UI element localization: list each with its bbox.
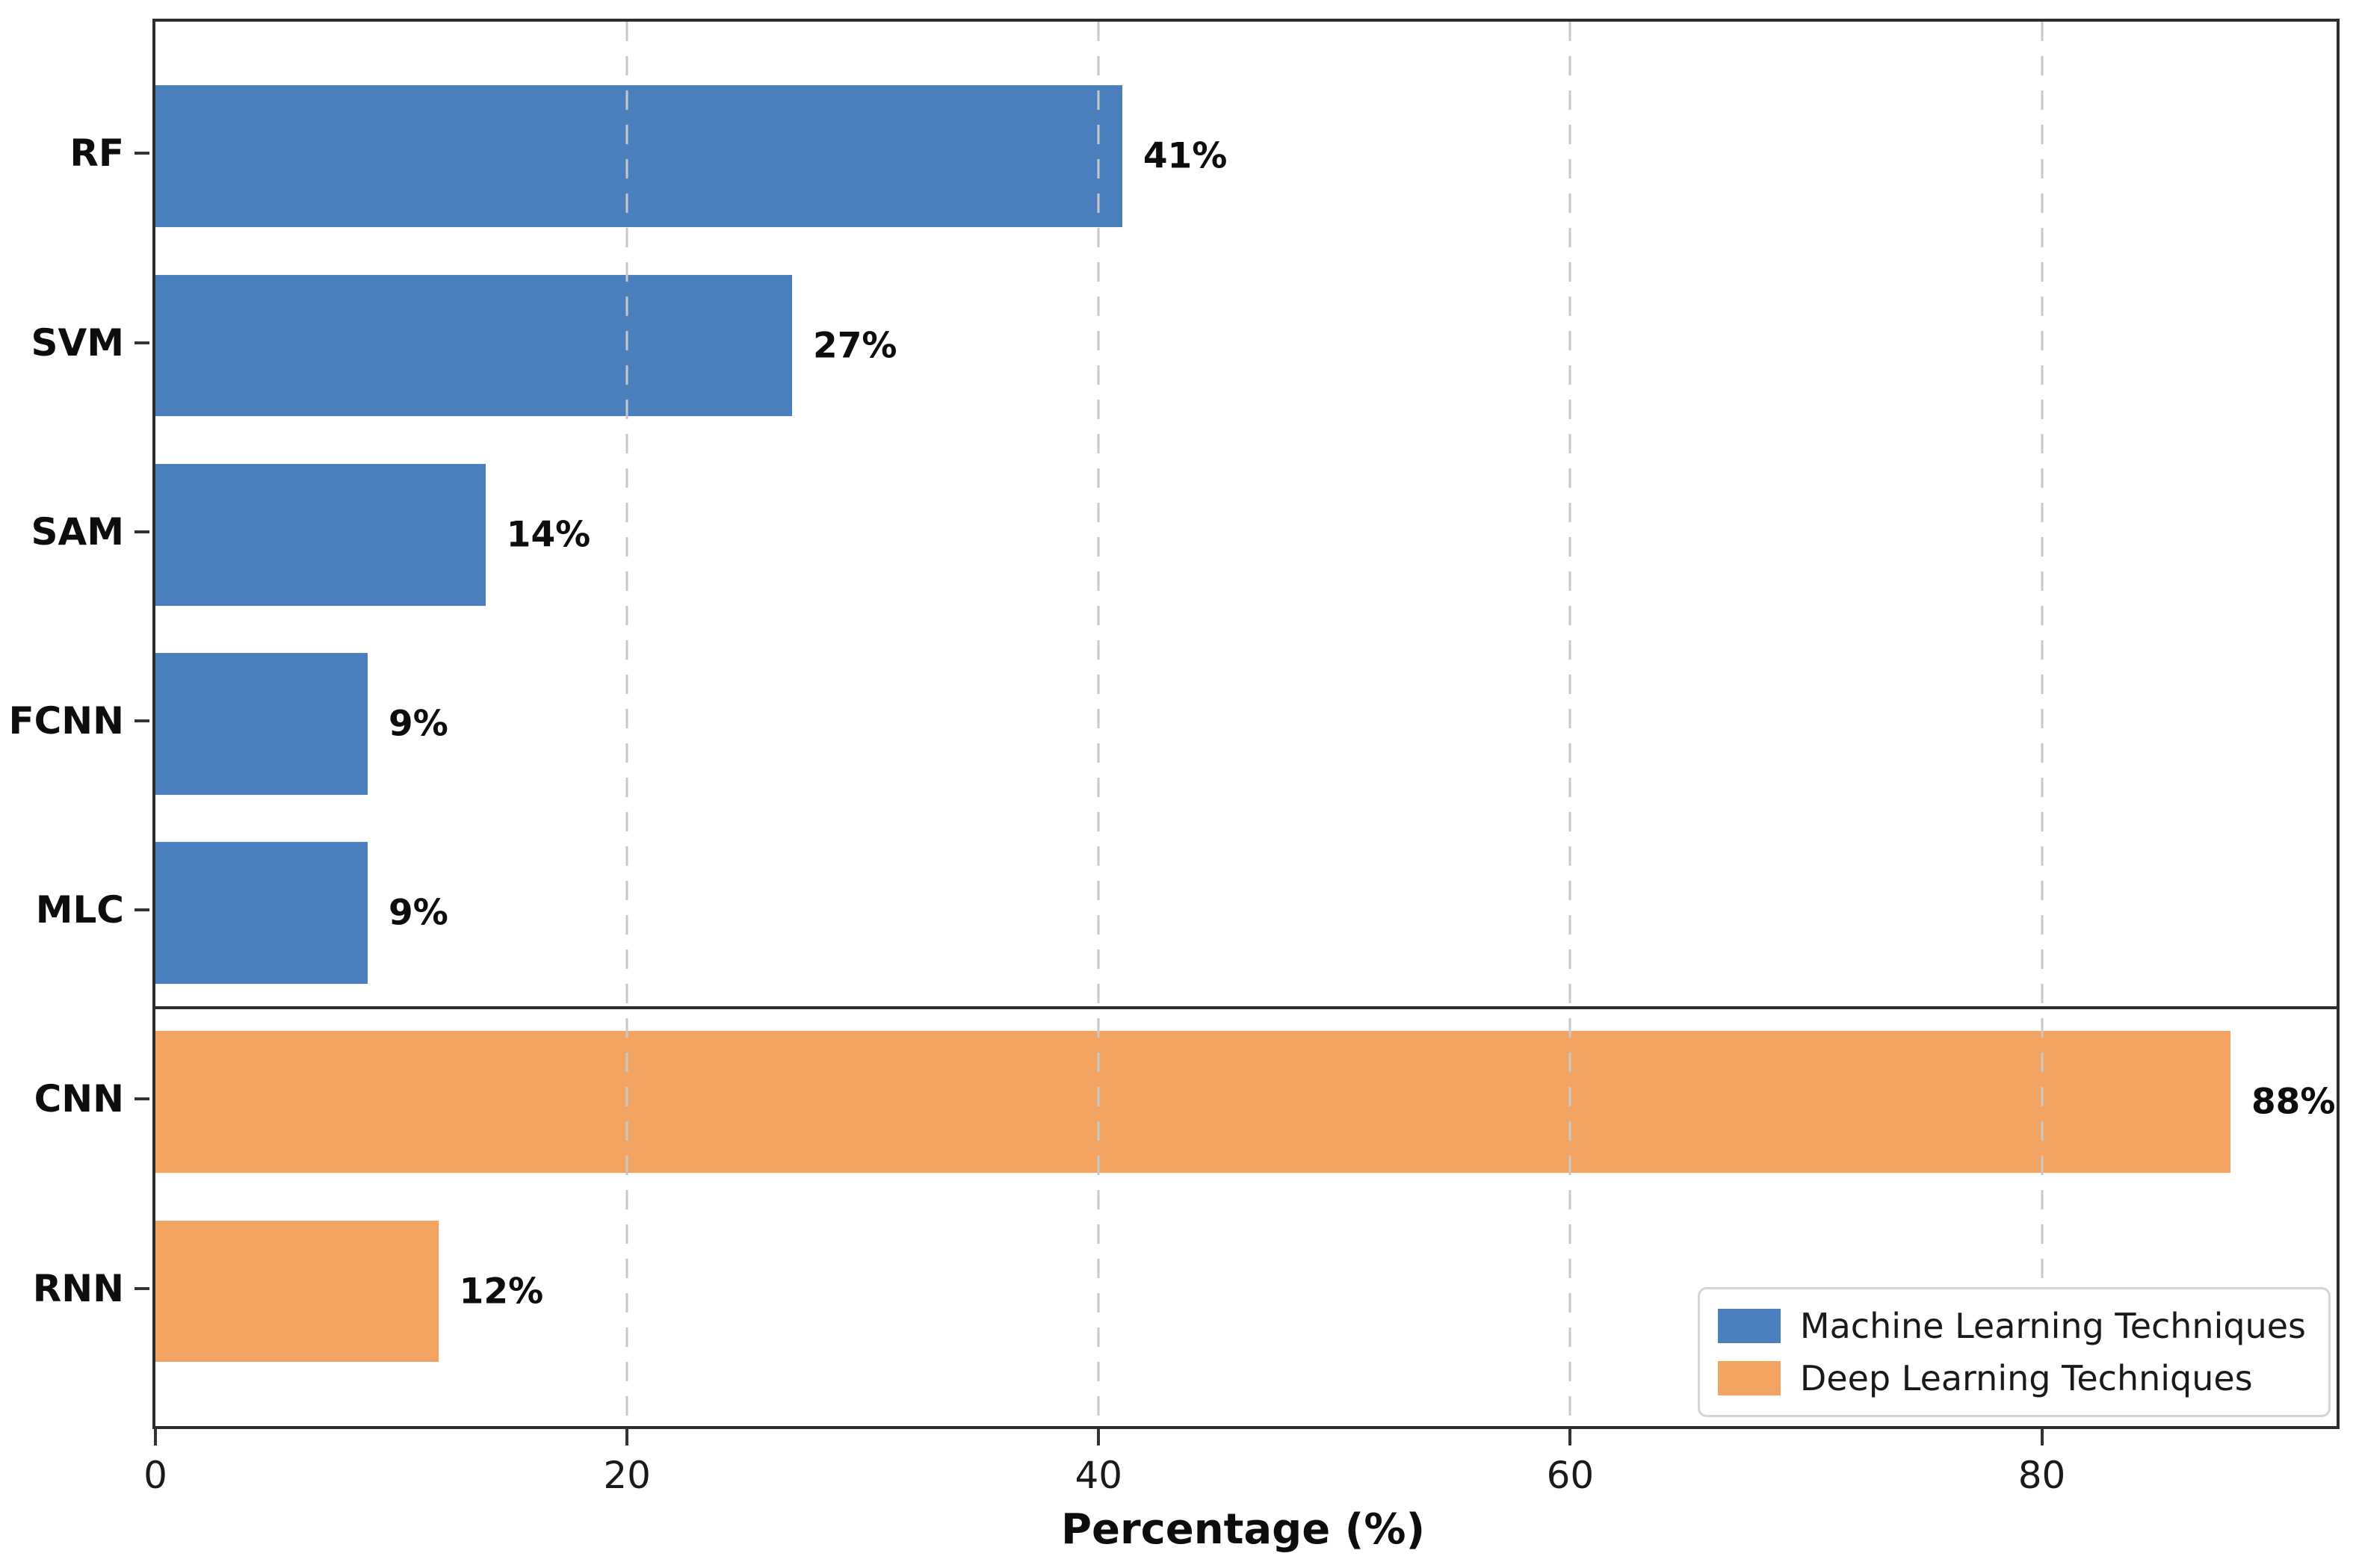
legend-label-dl: Deep Learning Techniques [1799,1358,2253,1398]
bar-svm [155,274,793,417]
y-tick-cnn [135,1097,149,1101]
legend-swatch-dl [1717,1361,1781,1395]
x-tick-label-80: 80 [2018,1454,2066,1497]
category-label-rnn: RNN [32,1266,124,1310]
value-label-sam: 14% [506,514,591,556]
group-divider-line [155,1005,2337,1009]
gridline-x-40 [1097,22,1100,1426]
value-label-rf: 41% [1143,135,1228,177]
category-label-rf: RF [69,131,124,176]
x-tick-label-20: 20 [603,1454,651,1497]
legend-swatch-ml [1717,1309,1781,1343]
category-label-fcnn: FCNN [8,699,124,743]
x-tick-0 [154,1429,157,1445]
value-label-cnn: 88% [2251,1081,2336,1123]
y-tick-fcnn [135,719,149,722]
y-tick-rf [135,152,149,155]
bar-rnn [155,1220,439,1363]
gridline-x-80 [2041,22,2044,1426]
gridline-x-60 [1568,22,1571,1426]
legend: Machine Learning Techniques Deep Learning… [1697,1287,2331,1417]
bar-mlc [155,842,368,985]
bar-fcnn [155,653,368,795]
category-label-cnn: CNN [34,1077,124,1121]
bar-cnn [155,1031,2230,1174]
y-tick-mlc [135,908,149,912]
x-tick-label-40: 40 [1075,1454,1123,1497]
category-label-sam: SAM [31,509,124,554]
value-label-svm: 27% [813,325,897,367]
y-tick-svm [135,341,149,344]
bar-sam [155,463,486,606]
value-label-fcnn: 9% [389,703,448,745]
y-tick-sam [135,530,149,533]
value-label-mlc: 9% [389,892,448,934]
x-tick-40 [1097,1429,1101,1445]
value-label-rnn: 12% [459,1271,544,1313]
legend-item-ml: Machine Learning Techniques [1717,1306,2306,1346]
legend-item-dl: Deep Learning Techniques [1717,1358,2306,1398]
plot-area: 41% 27% 14% 9% 9% 88% 12% Machine Learning Tech… [152,19,2340,1429]
x-tick-60 [1568,1429,1572,1445]
category-label-svm: SVM [31,320,124,365]
y-tick-rnn [135,1286,149,1290]
x-tick-80 [2040,1429,2044,1445]
bar-rf [155,85,1122,228]
x-tick-label-0: 0 [143,1454,167,1497]
x-tick-20 [625,1429,629,1445]
x-axis-title: Percentage (%) [1060,1505,1426,1554]
legend-label-ml: Machine Learning Techniques [1799,1306,2306,1346]
gridline-x-20 [625,22,628,1426]
x-tick-label-60: 60 [1546,1454,1595,1497]
category-label-mlc: MLC [35,888,124,932]
